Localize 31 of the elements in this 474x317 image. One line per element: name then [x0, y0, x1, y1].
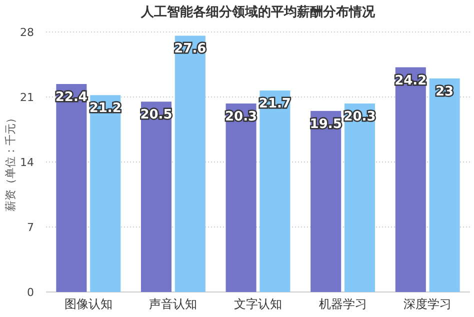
bar — [310, 110, 342, 292]
x-tick-label: 声音认知 — [149, 297, 198, 311]
bar — [140, 102, 172, 292]
data-label: 19.5 — [310, 116, 342, 132]
data-label: 20.3 — [225, 110, 258, 124]
x-tick-label: 文字认知 — [234, 297, 282, 311]
bar — [226, 104, 256, 292]
y-tick-label: 0 — [27, 286, 34, 299]
data-label: 21.2 — [89, 101, 122, 116]
data-label: 20.3 — [344, 110, 376, 124]
y-tick-label: 7 — [27, 221, 34, 234]
x-tick-label: 深度学习 — [404, 297, 452, 311]
y-tick-label: 28 — [20, 26, 34, 39]
chart-title: 人工智能各细分领域的平均薪酬分布情况 — [140, 4, 376, 20]
bar — [174, 36, 206, 292]
data-label: 23 — [436, 84, 454, 100]
data-label: 21.7 — [258, 96, 291, 112]
bar — [90, 95, 121, 292]
bar — [395, 67, 426, 292]
data-label: 27.6 — [174, 42, 206, 57]
x-tick-label: 图像认知 — [64, 297, 112, 311]
bar — [260, 90, 290, 292]
x-tick-label: 机器学习 — [318, 297, 367, 311]
y-tick-label: 14 — [20, 156, 34, 169]
bar — [344, 104, 376, 292]
data-label: 20.5 — [140, 108, 172, 123]
y-tick-label: 21 — [20, 91, 34, 104]
bar — [429, 78, 460, 292]
data-label: 24.2 — [394, 73, 427, 88]
bar — [56, 84, 87, 292]
y-axis-title: 薪资（单位：千元） — [4, 112, 17, 212]
